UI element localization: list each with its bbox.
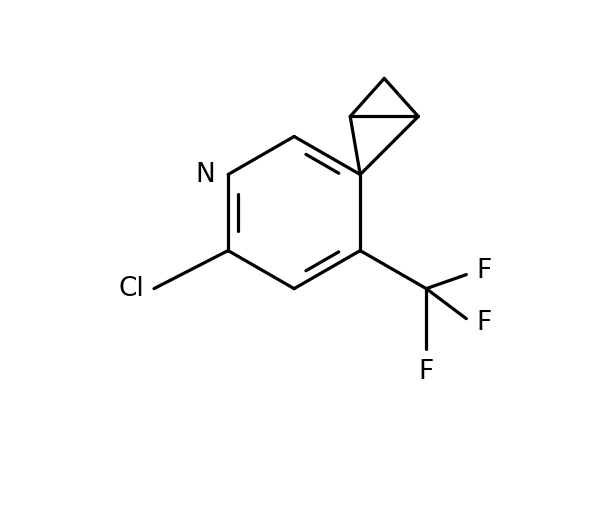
Text: Cl: Cl	[118, 276, 144, 302]
Text: N: N	[195, 162, 215, 188]
Text: F: F	[476, 258, 492, 284]
Text: F: F	[476, 310, 492, 336]
Text: F: F	[419, 359, 434, 385]
